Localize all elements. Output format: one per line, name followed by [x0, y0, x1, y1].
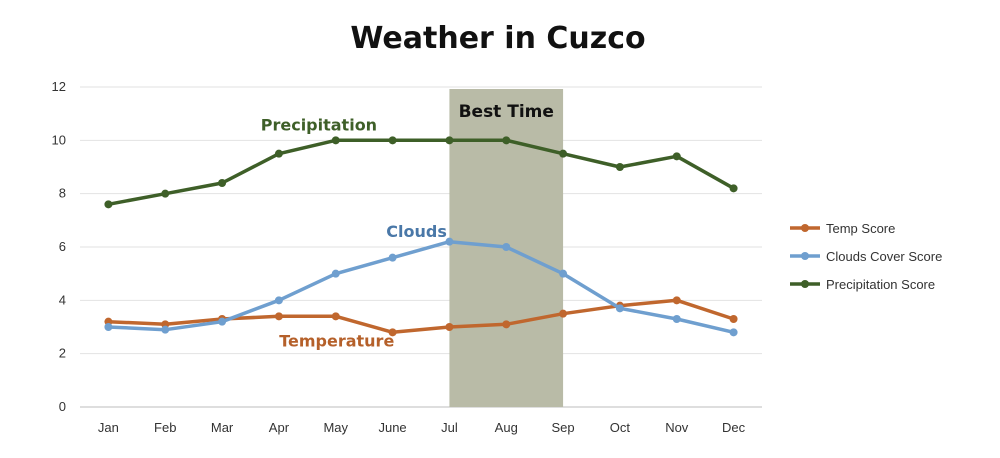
y-tick-label: 0 — [59, 399, 66, 414]
x-tick-label: Nov — [665, 420, 689, 435]
x-tick-label: Aug — [495, 420, 518, 435]
data-point — [104, 200, 113, 209]
data-point — [388, 136, 397, 145]
data-point — [445, 136, 454, 145]
data-point — [331, 269, 340, 278]
y-tick-label: 4 — [59, 292, 66, 307]
data-point — [729, 315, 738, 323]
y-tick-label: 12 — [52, 79, 66, 94]
annotation-label: Clouds — [386, 222, 447, 241]
data-point — [445, 323, 454, 331]
data-point — [502, 243, 511, 251]
data-point — [615, 163, 624, 171]
x-tick-label: June — [378, 420, 406, 435]
data-point — [218, 317, 227, 326]
data-point — [274, 296, 283, 305]
data-point — [672, 296, 681, 305]
x-tick-label: Oct — [610, 420, 631, 435]
annotation-label: Precipitation — [261, 115, 377, 134]
annotations: Precipitation Clouds Temperature — [261, 115, 447, 350]
data-point — [672, 152, 681, 161]
data-point — [218, 179, 227, 187]
data-point — [161, 325, 170, 334]
data-point — [104, 323, 113, 331]
x-tick-label: Dec — [722, 420, 746, 435]
legend-marker — [801, 280, 809, 288]
data-point — [729, 184, 738, 193]
y-tick-label: 10 — [52, 132, 66, 147]
legend-marker — [801, 224, 809, 232]
y-tick-label: 8 — [59, 186, 66, 201]
data-point — [445, 237, 454, 246]
legend-label: Temp Score — [826, 221, 895, 236]
data-point — [388, 253, 397, 262]
data-point — [502, 320, 511, 329]
data-point — [615, 304, 624, 313]
data-point — [274, 312, 283, 321]
legend: Temp Score Clouds Cover Score Precipitatio… — [790, 221, 942, 292]
x-tick-label: Jul — [441, 420, 458, 435]
data-point — [331, 136, 340, 145]
x-tick-label: Feb — [154, 420, 176, 435]
y-tick-label: 6 — [59, 239, 66, 254]
data-point — [274, 149, 283, 158]
x-tick-label: Apr — [269, 420, 290, 435]
best-time-label: Best Time — [459, 102, 554, 122]
annotation-label: Temperature — [279, 331, 394, 350]
data-point — [161, 189, 170, 198]
series-lines — [104, 136, 738, 337]
y-tick-label: 2 — [59, 346, 66, 361]
data-point — [502, 136, 511, 145]
data-point — [331, 312, 340, 321]
data-point — [729, 328, 738, 337]
data-point — [559, 269, 568, 278]
x-tick-label: Mar — [211, 420, 234, 435]
data-point — [559, 149, 568, 158]
legend-label: Precipitation Score — [826, 277, 935, 292]
series-line-0 — [106, 298, 736, 335]
series-line-2 — [106, 138, 736, 207]
chart-title: Weather in Cuzco — [350, 21, 645, 56]
data-point — [388, 328, 397, 337]
legend-label: Clouds Cover Score — [826, 249, 942, 264]
x-axis-ticks: Jan Feb Mar Apr May June Jul Aug Sep Oct Nov Dec — [98, 420, 746, 435]
grid — [80, 86, 762, 408]
series-line-1 — [106, 239, 736, 335]
x-tick-label: Sep — [552, 420, 575, 435]
x-tick-label: May — [323, 420, 348, 435]
x-tick-label: Jan — [98, 420, 119, 435]
y-axis-ticks: 0 2 4 6 8 10 12 — [52, 79, 66, 414]
legend-marker — [801, 252, 809, 260]
data-point — [672, 315, 681, 323]
data-point — [559, 309, 568, 318]
